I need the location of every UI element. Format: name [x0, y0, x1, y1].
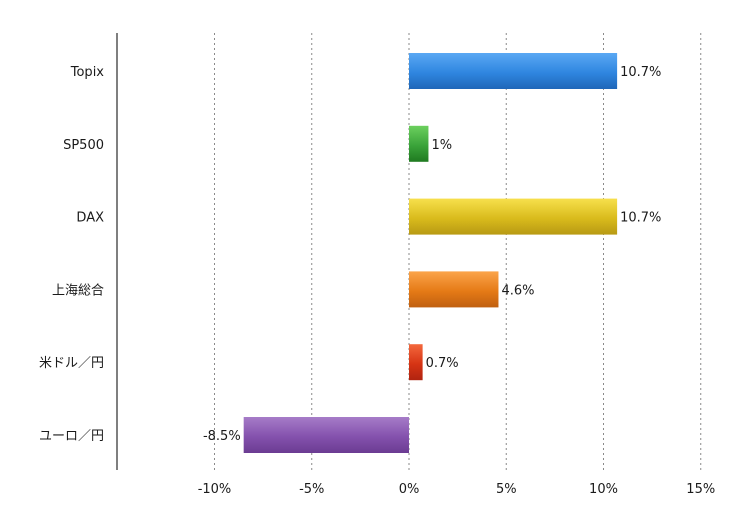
data-label: 0.7% [426, 356, 459, 371]
data-label: 10.7% [620, 65, 661, 80]
x-tick-label: 5% [496, 482, 517, 497]
data-label: 1% [431, 138, 452, 153]
bar [409, 198, 618, 235]
x-tick-label: -5% [299, 482, 324, 497]
bar [409, 271, 499, 308]
category-label: SP500 [63, 138, 104, 153]
bar [409, 344, 423, 381]
bar [409, 53, 618, 89]
data-label: 10.7% [620, 211, 661, 226]
x-tick-label: -10% [198, 482, 232, 497]
x-tick-label: 0% [399, 482, 420, 497]
category-label: 米ドル／円 [39, 356, 104, 371]
category-label: ユーロ／円 [39, 429, 104, 444]
data-label: -8.5% [203, 429, 241, 444]
bar [243, 417, 409, 453]
category-label: DAX [76, 211, 104, 226]
bars [243, 53, 618, 453]
data-label: 4.6% [501, 283, 534, 298]
bar [409, 125, 429, 162]
x-tick-label: 15% [686, 482, 715, 497]
category-label: 上海総合 [52, 283, 104, 298]
x-tick-label: 10% [589, 482, 618, 497]
labels: -10% -5% 0% 5% 10% 15% Topix 10.7% SP500 1% DAX 10.… [39, 65, 715, 497]
category-label: Topix [70, 65, 105, 80]
grid-lines [214, 33, 702, 470]
